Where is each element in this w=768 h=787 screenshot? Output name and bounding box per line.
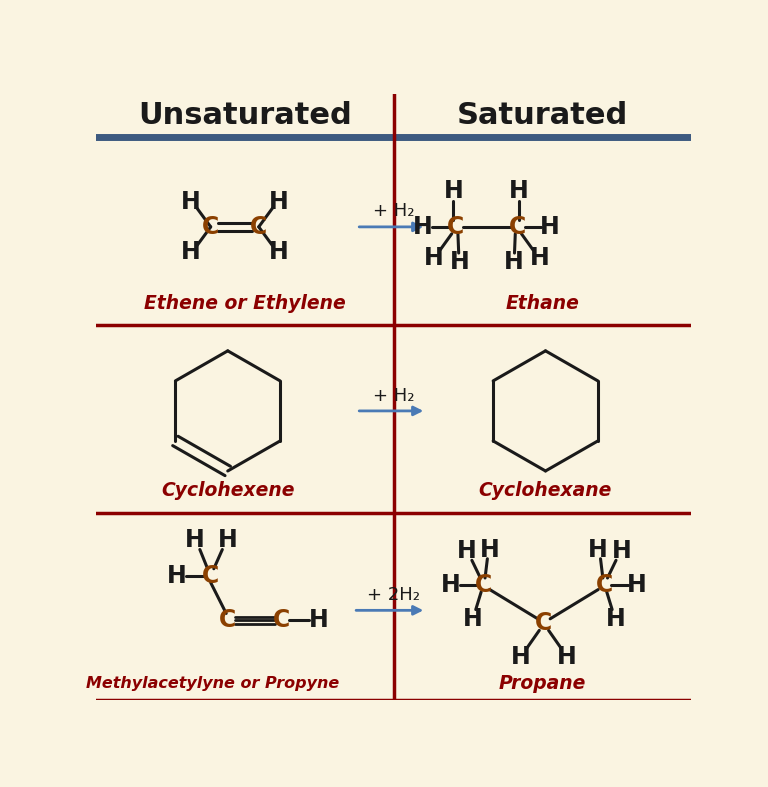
Text: H: H <box>185 528 205 552</box>
Text: Methylacetylyne or Propyne: Methylacetylyne or Propyne <box>85 676 339 691</box>
Text: H: H <box>413 215 433 239</box>
Text: Unsaturated: Unsaturated <box>138 101 352 130</box>
Text: H: H <box>511 645 531 669</box>
Text: H: H <box>504 250 524 275</box>
Text: H: H <box>627 573 647 597</box>
Text: C: C <box>202 563 220 588</box>
Text: H: H <box>480 538 499 561</box>
Text: H: H <box>180 240 200 264</box>
Text: + H₂: + H₂ <box>372 202 415 220</box>
Text: Cyclohexane: Cyclohexane <box>478 482 612 501</box>
Text: + 2H₂: + 2H₂ <box>367 586 420 604</box>
Text: C: C <box>202 215 220 239</box>
Text: H: H <box>449 250 469 275</box>
Text: H: H <box>463 607 482 631</box>
Text: C: C <box>596 573 613 597</box>
Text: H: H <box>269 190 289 213</box>
Text: + H₂: + H₂ <box>372 386 415 405</box>
Text: H: H <box>441 573 461 597</box>
Text: C: C <box>475 573 492 597</box>
Text: H: H <box>310 608 329 632</box>
Text: Cyclohexene: Cyclohexene <box>161 482 294 501</box>
Text: H: H <box>218 528 237 552</box>
Text: H: H <box>444 179 464 204</box>
Text: H: H <box>509 179 529 204</box>
Text: H: H <box>558 645 577 669</box>
Text: H: H <box>605 607 625 631</box>
Text: H: H <box>269 240 289 264</box>
Text: Ethene or Ethylene: Ethene or Ethylene <box>144 294 346 312</box>
Text: Propane: Propane <box>498 674 586 693</box>
Text: C: C <box>273 608 290 632</box>
Text: C: C <box>447 215 464 239</box>
Text: C: C <box>219 608 237 632</box>
Text: C: C <box>509 215 526 239</box>
Text: H: H <box>167 563 187 588</box>
Text: Ethane: Ethane <box>505 294 579 312</box>
Text: C: C <box>250 215 267 239</box>
Text: H: H <box>588 538 608 561</box>
Text: H: H <box>611 539 631 563</box>
Text: H: H <box>180 190 200 213</box>
Text: H: H <box>456 539 476 563</box>
Text: Saturated: Saturated <box>457 101 628 130</box>
Text: H: H <box>529 246 549 270</box>
Text: H: H <box>424 246 444 270</box>
Text: C: C <box>535 611 552 635</box>
Text: H: H <box>540 215 560 239</box>
